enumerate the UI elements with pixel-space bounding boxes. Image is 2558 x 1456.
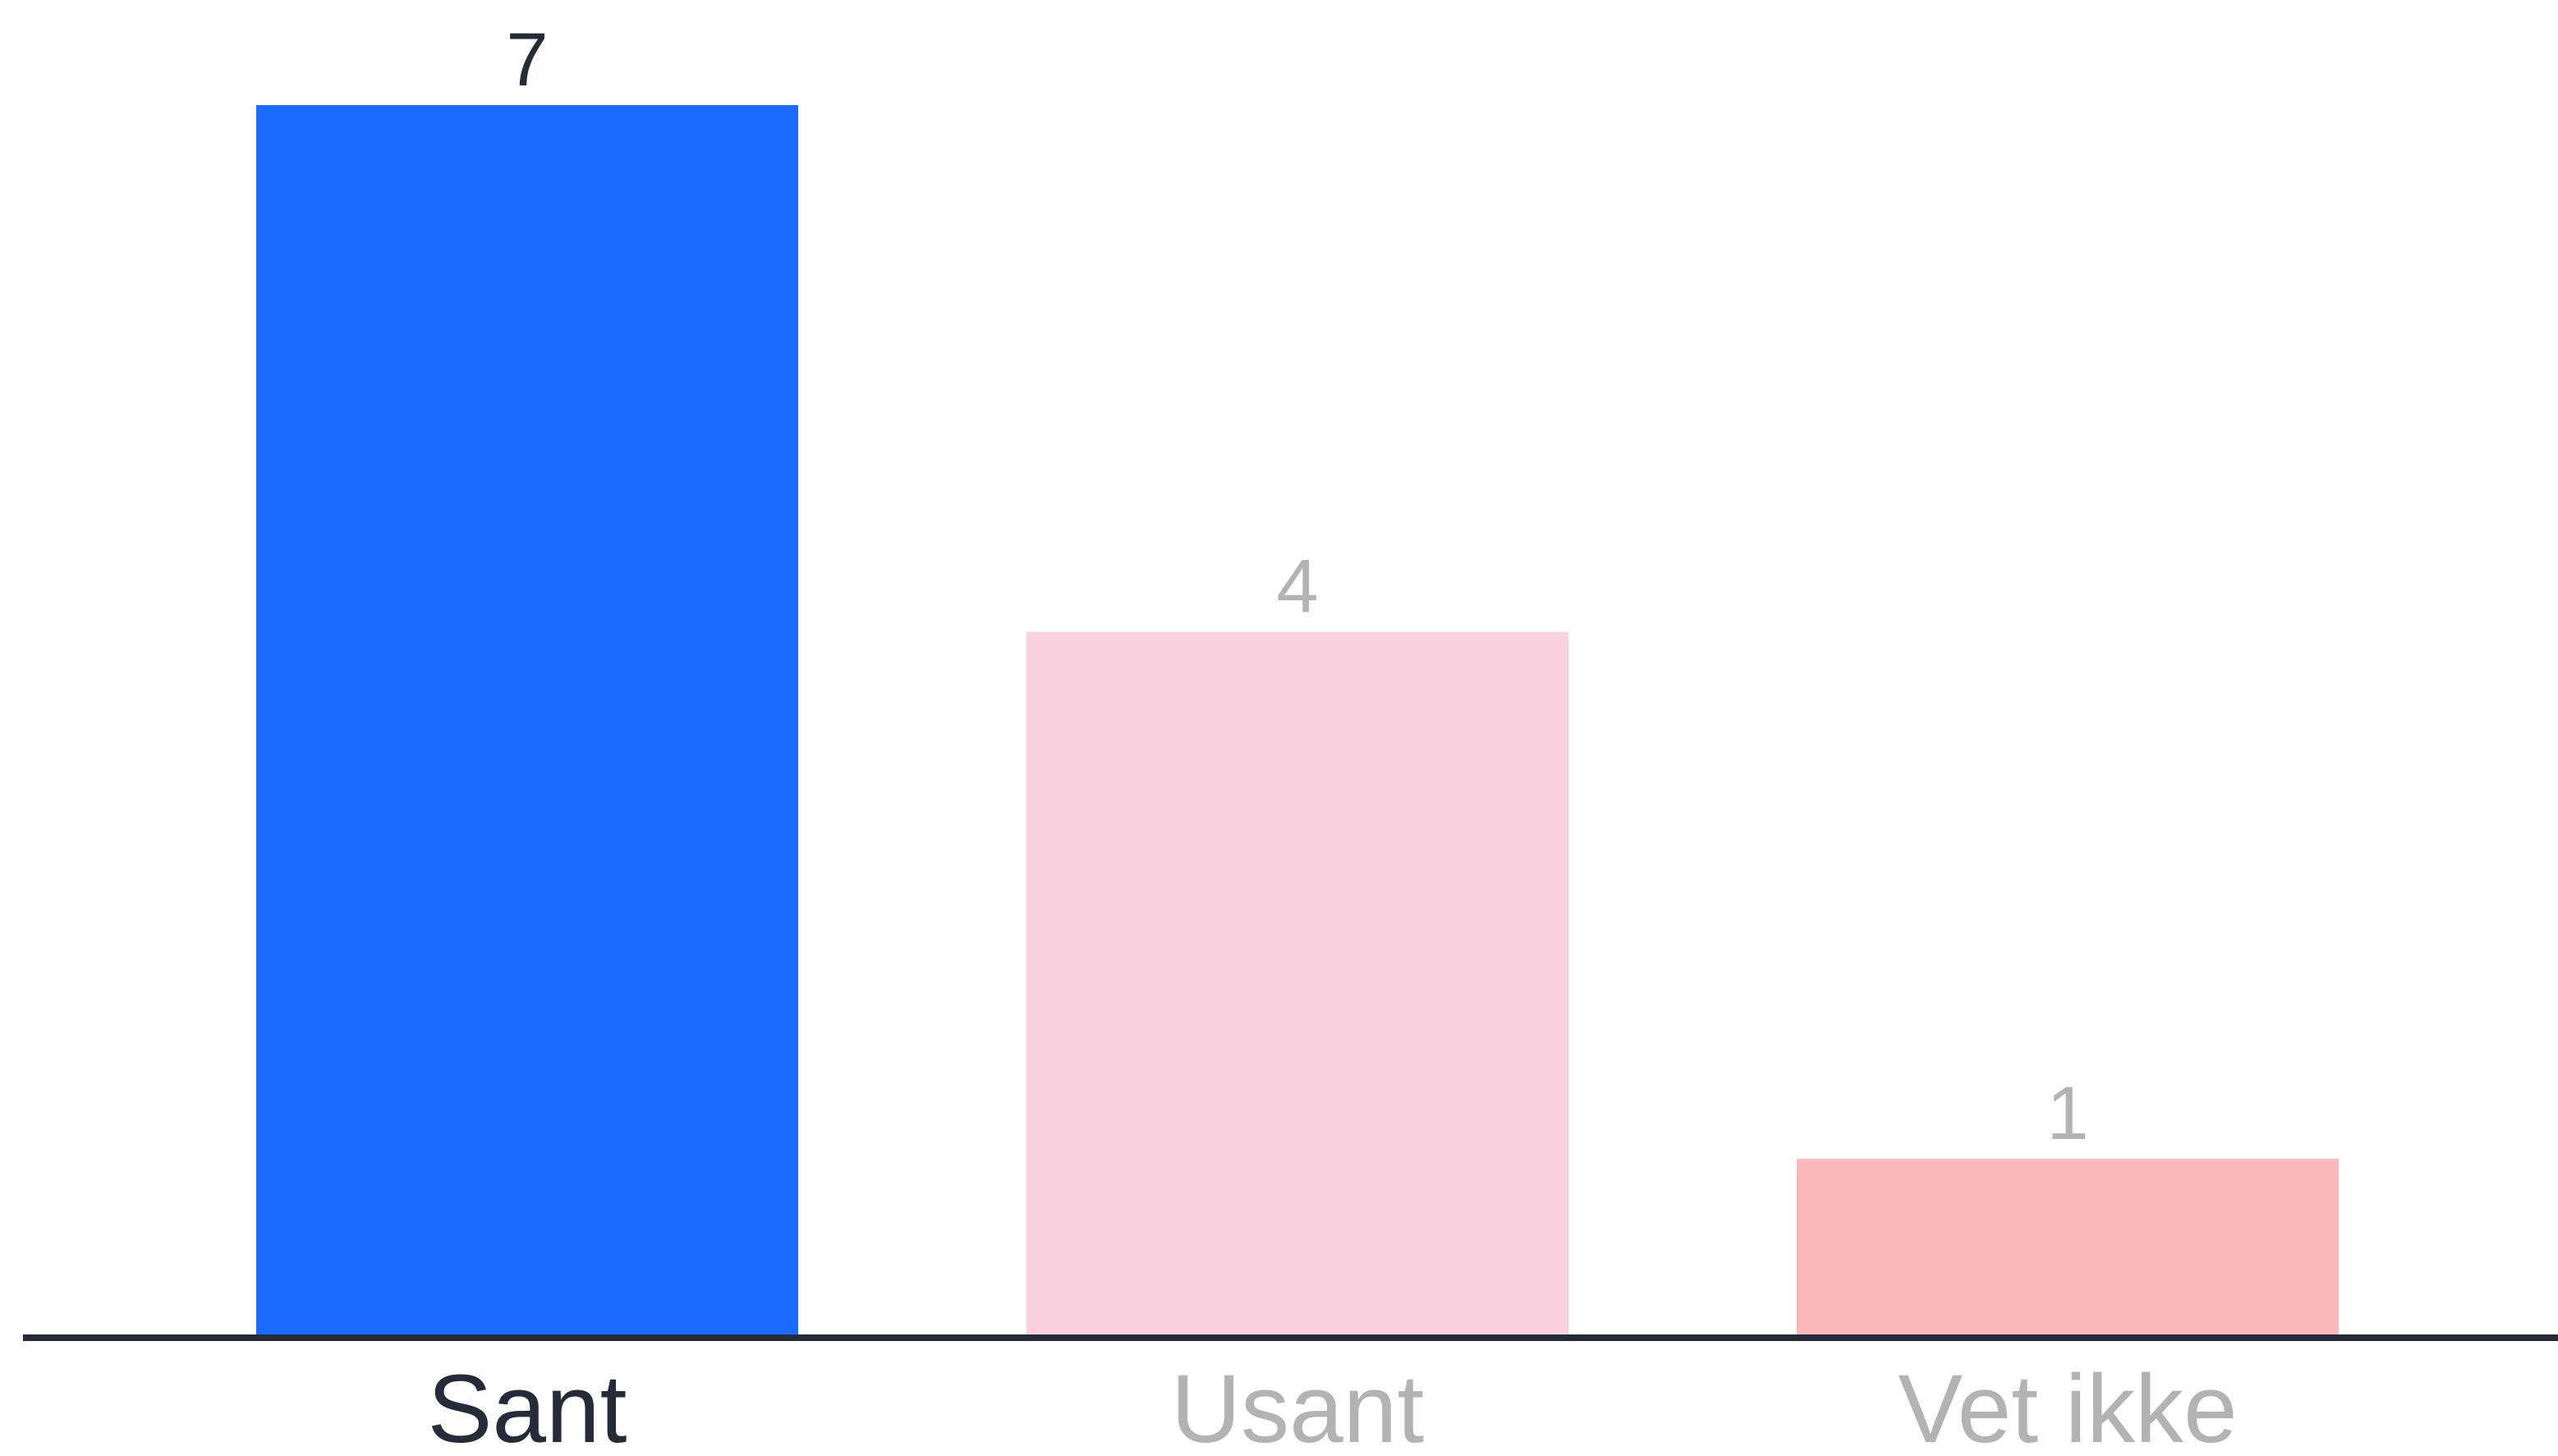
bars-group: [256, 105, 2339, 1334]
labels-group: 7 Sant 4 Usant 1 Vet ikke: [428, 18, 2238, 1456]
category-label-vet-ikke: Vet ikke: [1898, 1355, 2237, 1456]
bar-sant: [256, 105, 798, 1334]
category-label-usant: Usant: [1171, 1355, 1424, 1456]
value-label-usant: 4: [1276, 545, 1318, 629]
category-label-sant: Sant: [428, 1355, 627, 1456]
bar-usant: [1026, 632, 1568, 1334]
bar-vet-ikke: [1797, 1159, 2339, 1334]
value-label-vet-ikke: 1: [2046, 1072, 2088, 1155]
value-label-sant: 7: [506, 18, 548, 102]
